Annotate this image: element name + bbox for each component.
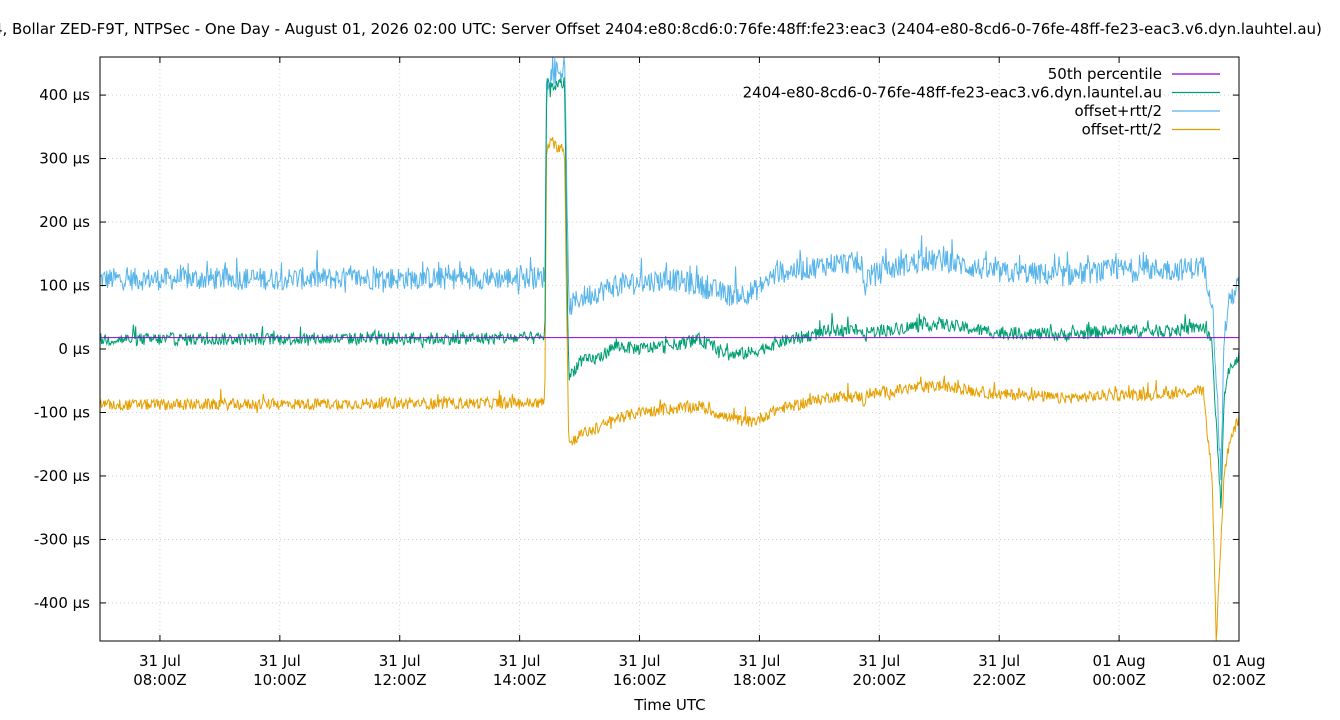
x-tick-label: 10:00Z (253, 671, 307, 689)
legend-label: 2404-e80-8cd6-0-76fe-48ff-fe23-eac3.v6.d… (743, 84, 1162, 102)
x-tick-label: 12:00Z (373, 671, 427, 689)
legend-label: offset+rtt/2 (1074, 102, 1162, 120)
y-tick-label: -400 µs (34, 594, 90, 612)
legend-label: offset-rtt/2 (1082, 121, 1162, 139)
x-tick-label: 31 Jul (499, 652, 541, 670)
x-tick-label: 01 Aug (1093, 652, 1146, 670)
series-lines (99, 56, 1240, 642)
x-tick-label: 31 Jul (139, 652, 181, 670)
y-tick-label: 300 µs (39, 150, 90, 168)
x-tick-label: 31 Jul (379, 652, 421, 670)
x-tick-label: 14:00Z (493, 671, 547, 689)
grid (100, 57, 1240, 641)
legend: 50th percentile2404-e80-8cd6-0-76fe-48ff… (743, 65, 1220, 139)
y-tick-label: 100 µs (39, 277, 90, 295)
chart-title: M4, Bollar ZED-F9T, NTPSec - One Day - A… (0, 20, 1322, 38)
x-tick-label: 31 Jul (259, 652, 301, 670)
x-tick-label: 18:00Z (733, 671, 787, 689)
y-tick-label: 200 µs (39, 213, 90, 231)
y-tick-label: 400 µs (39, 86, 90, 104)
y-tick-label: 0 µs (58, 340, 90, 358)
x-tick-label: 16:00Z (613, 671, 667, 689)
x-tick-label: 01 Aug (1212, 652, 1265, 670)
x-tick-label: 31 Jul (738, 652, 780, 670)
y-tick-label: -200 µs (34, 467, 90, 485)
x-tick-label: 08:00Z (133, 671, 187, 689)
x-tick-label: 31 Jul (858, 652, 900, 670)
x-tick-label: 31 Jul (619, 652, 661, 670)
x-tick-label: 22:00Z (972, 671, 1026, 689)
y-axis: 400 µs 300 µs 200 µs 100 µs 0 µs -100 µs -200 … (34, 86, 1239, 612)
y-tick-label: -100 µs (34, 403, 90, 421)
x-tick-label: 00:00Z (1092, 671, 1146, 689)
y-tick-label: -300 µs (34, 530, 90, 548)
series-line (99, 137, 1240, 642)
series-line (99, 77, 1240, 509)
legend-label: 50th percentile (1048, 65, 1162, 83)
x-tick-label: 31 Jul (978, 652, 1020, 670)
series-line (99, 56, 1240, 481)
x-tick-label: 20:00Z (853, 671, 907, 689)
x-tick-label: 02:00Z (1212, 671, 1266, 689)
x-axis-label: Time UTC (634, 696, 706, 714)
